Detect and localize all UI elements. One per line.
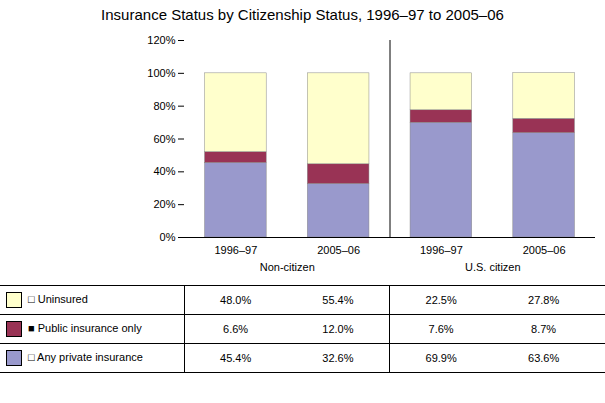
html-text:48.0%: 48.0% [220, 294, 252, 306]
svg-text:2005–06: 2005–06 [523, 244, 566, 256]
html-text:27.8%: 27.8% [528, 294, 560, 306]
html-text:63.6%: 63.6% [528, 352, 560, 364]
svg-text:120%: 120% [147, 34, 175, 46]
svg-text:2005–06: 2005–06 [317, 244, 360, 256]
html-text:22.5%: 22.5% [425, 294, 457, 306]
svg-text:Non-citizen: Non-citizen [260, 261, 315, 273]
svg-text:1996–97: 1996–97 [214, 244, 257, 256]
html-text:69.9%: 69.9% [425, 352, 457, 364]
html-text:45.4%: 45.4% [220, 352, 252, 364]
svg-text:1996–97: 1996–97 [420, 244, 463, 256]
svg-text:100%: 100% [147, 67, 175, 79]
svg-text:20%: 20% [153, 198, 175, 210]
html-text:55.4%: 55.4% [322, 294, 354, 306]
html-text:□ Any private insurance: □ Any private insurance [28, 350, 143, 363]
html-text:7.6%: 7.6% [428, 323, 454, 335]
html-text:■ Public insurance only: ■ Public insurance only [28, 321, 142, 334]
html-text:32.6%: 32.6% [322, 352, 354, 364]
svg-text:40%: 40% [153, 165, 175, 177]
svg-text:80%: 80% [153, 100, 175, 112]
html-text:□ Uninsured: □ Uninsured [28, 292, 88, 305]
svg-text:U.S. citizen: U.S. citizen [465, 261, 521, 273]
html-text:8.7%: 8.7% [531, 323, 557, 335]
html-text:6.6%: 6.6% [223, 323, 249, 335]
html-text:12.0%: 12.0% [322, 323, 354, 335]
html-text:Insurance Status by Citizenshi: Insurance Status by Citizenship Status, … [101, 6, 504, 23]
svg-text:0%: 0% [160, 231, 176, 243]
svg-text:60%: 60% [153, 133, 175, 145]
